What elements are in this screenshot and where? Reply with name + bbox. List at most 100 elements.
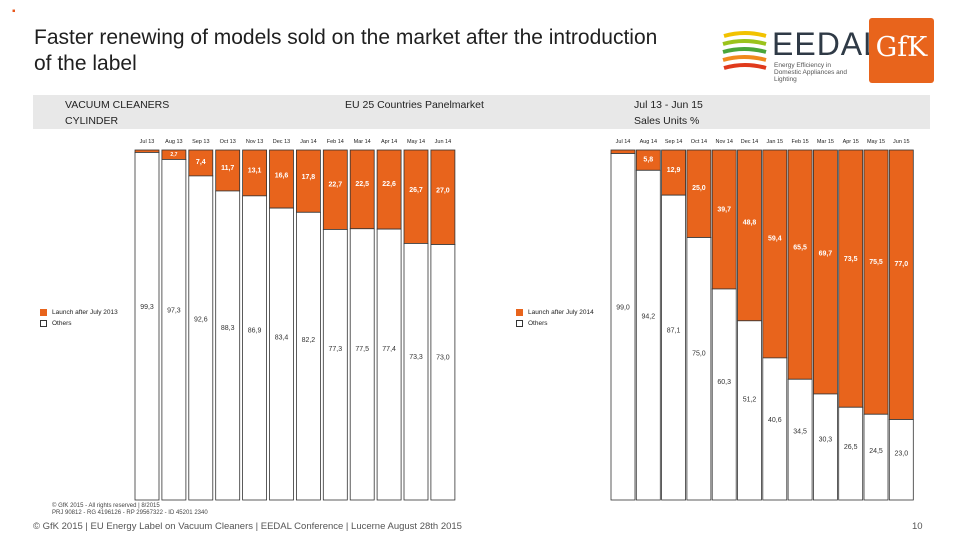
bar-segment-launch xyxy=(661,149,687,196)
corner-mark: ▪ xyxy=(12,6,16,17)
data-label-others: 73,3 xyxy=(409,354,423,361)
category-label: Sep 14 xyxy=(665,139,682,145)
bar-segment-launch xyxy=(322,149,348,230)
data-label-launch: 22,5 xyxy=(355,181,369,188)
legend-item-others: Others xyxy=(516,318,594,329)
bar-segment-others xyxy=(661,194,687,501)
eedal-logo-text: EEDAL xyxy=(772,26,882,62)
category-label: Oct 14 xyxy=(691,139,707,145)
data-label-others: 92,6 xyxy=(194,317,208,324)
eedal-swoosh-icon xyxy=(722,31,767,70)
legend-label-launch: Launch after July 2014 xyxy=(528,309,594,316)
bar-segment-launch xyxy=(762,149,788,359)
bar-segment-others xyxy=(711,288,737,501)
bar-segment-launch xyxy=(376,149,402,230)
data-label-launch: 69,7 xyxy=(819,250,833,257)
category-label: Apr 15 xyxy=(843,139,859,145)
data-label-others: 60,3 xyxy=(717,379,731,386)
bar-segment-others xyxy=(812,393,838,501)
data-label-launch: 5,8 xyxy=(643,157,653,164)
bar-segment-launch xyxy=(349,149,375,230)
category-label: Jan 14 xyxy=(300,139,317,145)
data-label-others: 87,1 xyxy=(667,327,681,334)
bar-segment-launch xyxy=(295,149,321,213)
category-label: Nov 13 xyxy=(246,139,263,145)
bar-segment-others xyxy=(762,357,788,501)
bar-segment-launch xyxy=(711,149,737,290)
data-label-others: 26,5 xyxy=(844,444,858,451)
category-label: Feb 14 xyxy=(327,139,344,145)
data-label-launch: 17,8 xyxy=(302,174,316,181)
category-label: Aug 14 xyxy=(640,139,657,145)
band-category-line1: VACUUM CLEANERS xyxy=(65,99,170,111)
legend-item-others: Others xyxy=(40,318,118,329)
bar-segment-others xyxy=(188,175,214,501)
legend-2014: Launch after July 2014 Others xyxy=(516,307,594,329)
data-label-others: 40,6 xyxy=(768,417,782,424)
category-label: Jan 15 xyxy=(767,139,784,145)
bar-segment-launch xyxy=(787,149,813,380)
footer-text: © GfK 2015 | EU Energy Label on Vacuum C… xyxy=(33,521,462,532)
gfk-logo-text: GfK xyxy=(875,32,928,63)
data-label-launch: 26,7 xyxy=(409,187,423,194)
category-label: Jun 15 xyxy=(893,139,910,145)
legend-item-launch: Launch after July 2013 xyxy=(40,307,118,318)
page-number: 10 xyxy=(912,521,923,532)
bar-segment-others xyxy=(349,228,375,501)
category-label: Jun 14 xyxy=(435,139,452,145)
data-label-launch: 77,0 xyxy=(894,261,908,268)
category-label: Mar 15 xyxy=(817,139,834,145)
bar-segment-launch xyxy=(686,149,712,238)
category-label: Oct 13 xyxy=(220,139,236,145)
data-label-others: 75,0 xyxy=(692,351,706,358)
bar-segment-launch xyxy=(215,149,241,192)
chart-2014-2015-svg: Jul 14 99,0 Aug 14 5,8 94,2 Sep 14 12,9 87,1 Oct… xyxy=(610,139,914,501)
gfk-logo: GfK xyxy=(869,18,934,83)
data-label-launch: 2,7 xyxy=(170,152,177,158)
bar-segment-others xyxy=(322,229,348,501)
data-label-launch: 59,4 xyxy=(768,235,782,242)
data-label-launch: 25,0 xyxy=(692,185,706,192)
data-label-others: 77,5 xyxy=(355,346,369,353)
bar-segment-launch xyxy=(812,149,838,395)
page-title: Faster renewing of models sold on the ma… xyxy=(34,26,658,75)
legend-2013: Launch after July 2013 Others xyxy=(40,307,118,329)
data-label-launch: 16,6 xyxy=(275,172,289,179)
category-label: May 15 xyxy=(867,139,885,145)
category-label: May 14 xyxy=(407,139,425,145)
bar-segment-others xyxy=(134,152,160,501)
bar-segment-others xyxy=(161,159,187,501)
legend-swatch-launch xyxy=(516,309,523,316)
data-label-launch: 22,7 xyxy=(328,181,342,188)
data-label-launch: 22,6 xyxy=(382,181,396,188)
data-label-launch: 12,9 xyxy=(667,167,681,174)
chart-2014-2015: Jul 14 99,0 Aug 14 5,8 94,2 Sep 14 12,9 87,1 Oct… xyxy=(480,132,960,502)
bar-segment-others xyxy=(838,406,864,501)
data-label-launch: 11,7 xyxy=(221,165,234,172)
source-line1: © GfK 2015 - All rights reserved | 8/201… xyxy=(52,503,160,509)
category-label: Apr 14 xyxy=(381,139,397,145)
band-category-line2: CYLINDER xyxy=(65,115,119,127)
bar-segment-launch xyxy=(863,149,889,415)
bar-segment-launch xyxy=(430,149,456,245)
bar-segment-launch xyxy=(610,149,636,154)
data-label-launch: 48,8 xyxy=(743,220,757,227)
data-label-others: 34,5 xyxy=(793,429,807,436)
legend-swatch-others xyxy=(516,320,523,327)
data-label-others: 97,3 xyxy=(167,308,181,315)
band-scope: EU 25 Countries Panelmarket xyxy=(345,99,484,111)
category-label: Aug 13 xyxy=(165,139,182,145)
source-line2: PRJ 90812 - RG 4196126 - RP 29567322 - I… xyxy=(52,510,208,516)
bar-segment-others xyxy=(863,413,889,501)
data-label-others: 94,2 xyxy=(641,314,655,321)
data-label-others: 99,3 xyxy=(140,304,154,311)
legend-swatch-launch xyxy=(40,309,47,316)
category-label: Sep 13 xyxy=(192,139,209,145)
data-label-launch: 39,7 xyxy=(717,206,731,213)
bar-segment-launch xyxy=(737,149,762,322)
category-label: Mar 14 xyxy=(354,139,371,145)
legend-item-launch: Launch after July 2014 xyxy=(516,307,594,318)
legend-label-launch: Launch after July 2013 xyxy=(52,309,118,316)
chart-2013-2014: Jul 13 99,3 Aug 13 2,7 97,3 Sep 13 7,4 92,6 Oct … xyxy=(0,132,470,502)
data-label-others: 24,5 xyxy=(869,448,883,455)
